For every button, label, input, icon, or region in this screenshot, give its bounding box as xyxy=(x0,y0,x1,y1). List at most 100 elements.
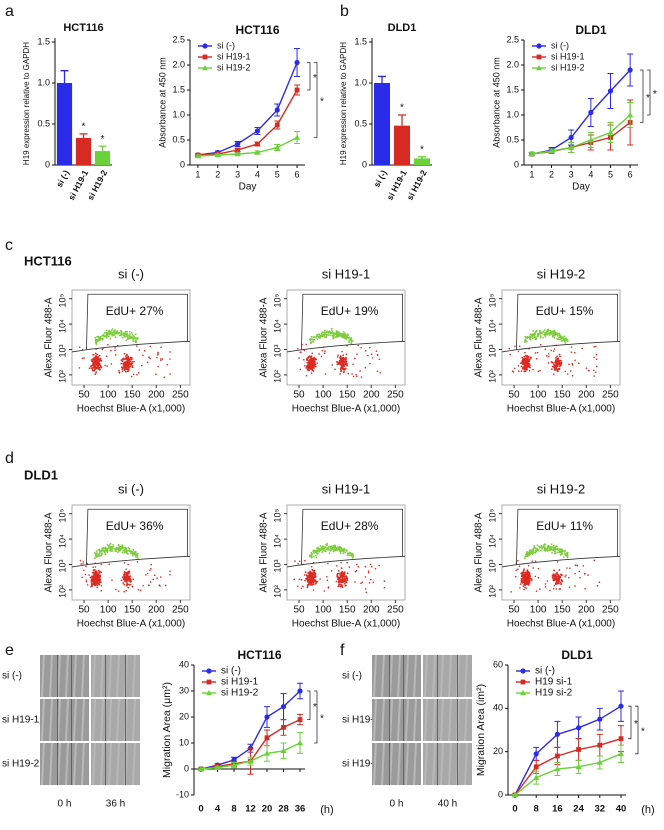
y-tick-label: 1.5 xyxy=(172,84,185,94)
cell-dot xyxy=(528,572,531,575)
texture xyxy=(108,742,112,786)
cell-dot xyxy=(304,571,307,573)
cell-dot xyxy=(341,350,343,353)
gate-label: EdU+ 15% xyxy=(536,304,594,318)
cell-dot xyxy=(538,332,541,335)
cell-dot xyxy=(100,590,103,592)
cell-dot xyxy=(379,372,382,374)
cell-dot xyxy=(369,362,371,365)
cell-dot xyxy=(514,367,516,370)
cell-dot xyxy=(123,365,126,368)
cell-dot xyxy=(559,554,562,556)
cell-dot xyxy=(95,343,98,346)
cell-dot xyxy=(331,546,334,549)
cell-dot xyxy=(92,569,95,571)
cell-dot xyxy=(524,341,526,344)
cell-dot xyxy=(544,331,547,334)
significance: * xyxy=(641,727,645,738)
cell-dot xyxy=(335,580,338,583)
cell-dot xyxy=(129,583,132,586)
y-tick-label: 10² xyxy=(487,585,497,598)
cell-dot xyxy=(581,347,583,350)
cell-dot xyxy=(535,547,537,550)
cell-dot xyxy=(110,349,112,352)
cell-dot xyxy=(339,583,342,586)
cell-dot xyxy=(340,364,343,367)
point xyxy=(597,742,603,748)
significance-bracket xyxy=(314,62,318,138)
y-axis-label: Alexa Fluor 488-A xyxy=(259,512,270,592)
cell-dot xyxy=(115,546,118,549)
cell-dot xyxy=(155,373,157,376)
cell-dot xyxy=(137,557,139,560)
cell-dot xyxy=(310,338,312,341)
cell-dot xyxy=(367,571,370,574)
cell-dot xyxy=(136,373,138,376)
x-tick-label: si (-) xyxy=(371,168,388,189)
row-label: si (-) xyxy=(342,671,362,682)
y-tick-label: 10⁴ xyxy=(57,534,67,548)
texture xyxy=(373,742,377,786)
cell-dot xyxy=(92,354,94,356)
cell-dot xyxy=(98,549,101,551)
plot-frame xyxy=(501,289,621,386)
cell-dot xyxy=(558,575,561,578)
cell-dot xyxy=(96,586,99,589)
cell-dot xyxy=(528,365,531,368)
cell-dot xyxy=(518,565,521,568)
cell-dot xyxy=(134,550,137,553)
significance-bracket xyxy=(640,69,644,123)
x-tick-label: 250 xyxy=(602,605,619,616)
cell-dot xyxy=(297,562,299,565)
cell-dot xyxy=(348,341,350,344)
cell-dot xyxy=(527,571,530,573)
legend-marker xyxy=(202,54,208,60)
x-tick-label: 100 xyxy=(315,390,332,401)
cell-dot xyxy=(595,365,598,368)
legend-label: si H19-2 xyxy=(221,688,259,699)
chart-title: si H19-1 xyxy=(322,481,370,496)
cell-dot xyxy=(160,359,162,362)
cell-dot xyxy=(553,333,555,335)
significance-bracket xyxy=(628,705,632,740)
point xyxy=(297,717,303,722)
cell-dot xyxy=(556,573,559,576)
cell-dot xyxy=(121,551,124,554)
series-line xyxy=(514,753,622,796)
cell-dot xyxy=(308,581,311,583)
texture xyxy=(405,654,409,698)
cell-dot xyxy=(339,550,342,553)
cell-dot xyxy=(89,576,92,579)
cell-dot xyxy=(337,334,339,337)
cell-dot xyxy=(134,333,137,336)
cell-dot xyxy=(140,364,143,367)
cell-dot xyxy=(329,332,332,335)
cell-dot xyxy=(551,361,554,364)
cell-dot xyxy=(133,552,135,555)
cell-dot xyxy=(370,578,372,581)
cell-dot xyxy=(593,375,595,377)
legend-marker xyxy=(206,679,212,685)
cell-dot xyxy=(123,583,126,586)
cell-dot xyxy=(556,355,558,358)
texture xyxy=(432,654,436,698)
texture xyxy=(381,742,385,786)
cell-dot xyxy=(310,365,313,367)
cell-dot xyxy=(97,574,100,576)
texture xyxy=(389,654,393,698)
cell-dot xyxy=(360,582,362,585)
cell-dot xyxy=(337,585,340,588)
cell-dot xyxy=(574,585,576,587)
cell-dot xyxy=(125,576,128,579)
x-tick-label: 150 xyxy=(124,390,141,401)
cell-dot xyxy=(548,334,551,336)
cell-dot xyxy=(82,561,85,563)
cell-dot xyxy=(123,562,126,564)
y-axis-label: Migration Area (μm²) xyxy=(161,682,173,778)
cell-dot xyxy=(92,360,95,363)
texture xyxy=(116,654,120,698)
cell-dot xyxy=(308,576,310,578)
cell-dot xyxy=(555,588,558,590)
cell-dot xyxy=(332,548,335,551)
cell-dot xyxy=(547,352,550,355)
